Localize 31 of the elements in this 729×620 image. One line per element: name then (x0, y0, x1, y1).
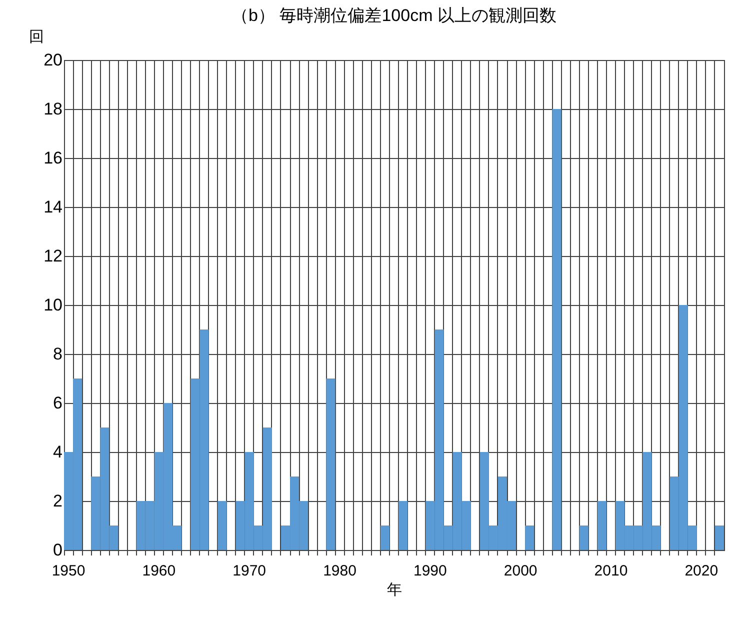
x-tick-label: 2010 (594, 562, 628, 580)
bar (326, 378, 336, 550)
y-tick-label: 2 (53, 492, 62, 510)
y-tick-label: 18 (44, 100, 62, 118)
y-tick-label: 12 (44, 246, 62, 266)
x-tick-label: 1980 (323, 562, 356, 580)
y-axis-title: 回 (29, 28, 44, 46)
y-tick-label: 4 (53, 442, 62, 462)
y-tick-label: 6 (53, 394, 62, 412)
bar (525, 526, 534, 550)
chart-title: （b） 毎時潮位偏差100cm 以上の観測回数 (232, 6, 556, 25)
bar (380, 526, 390, 550)
x-tick-label: 2020 (684, 562, 718, 580)
x-tick-label: 1970 (232, 562, 266, 580)
y-tick-label: 20 (44, 50, 62, 70)
x-axis-title: 年 (387, 582, 402, 598)
x-tick-label: 1950 (52, 562, 86, 580)
bar (597, 501, 606, 550)
bar (714, 526, 724, 550)
bar (579, 526, 588, 550)
x-tick-label: 1960 (142, 562, 176, 580)
y-tick-label: 10 (44, 296, 62, 314)
x-tick-label: 2000 (504, 562, 538, 580)
bar (218, 501, 227, 550)
x-tick-label: 1990 (413, 562, 447, 580)
y-tick-label: 8 (53, 344, 62, 364)
bar (552, 109, 562, 550)
y-tick-label: 16 (44, 148, 62, 168)
y-tick-label: 0 (53, 540, 62, 560)
y-tick-label: 14 (44, 198, 62, 216)
bar (398, 501, 408, 550)
